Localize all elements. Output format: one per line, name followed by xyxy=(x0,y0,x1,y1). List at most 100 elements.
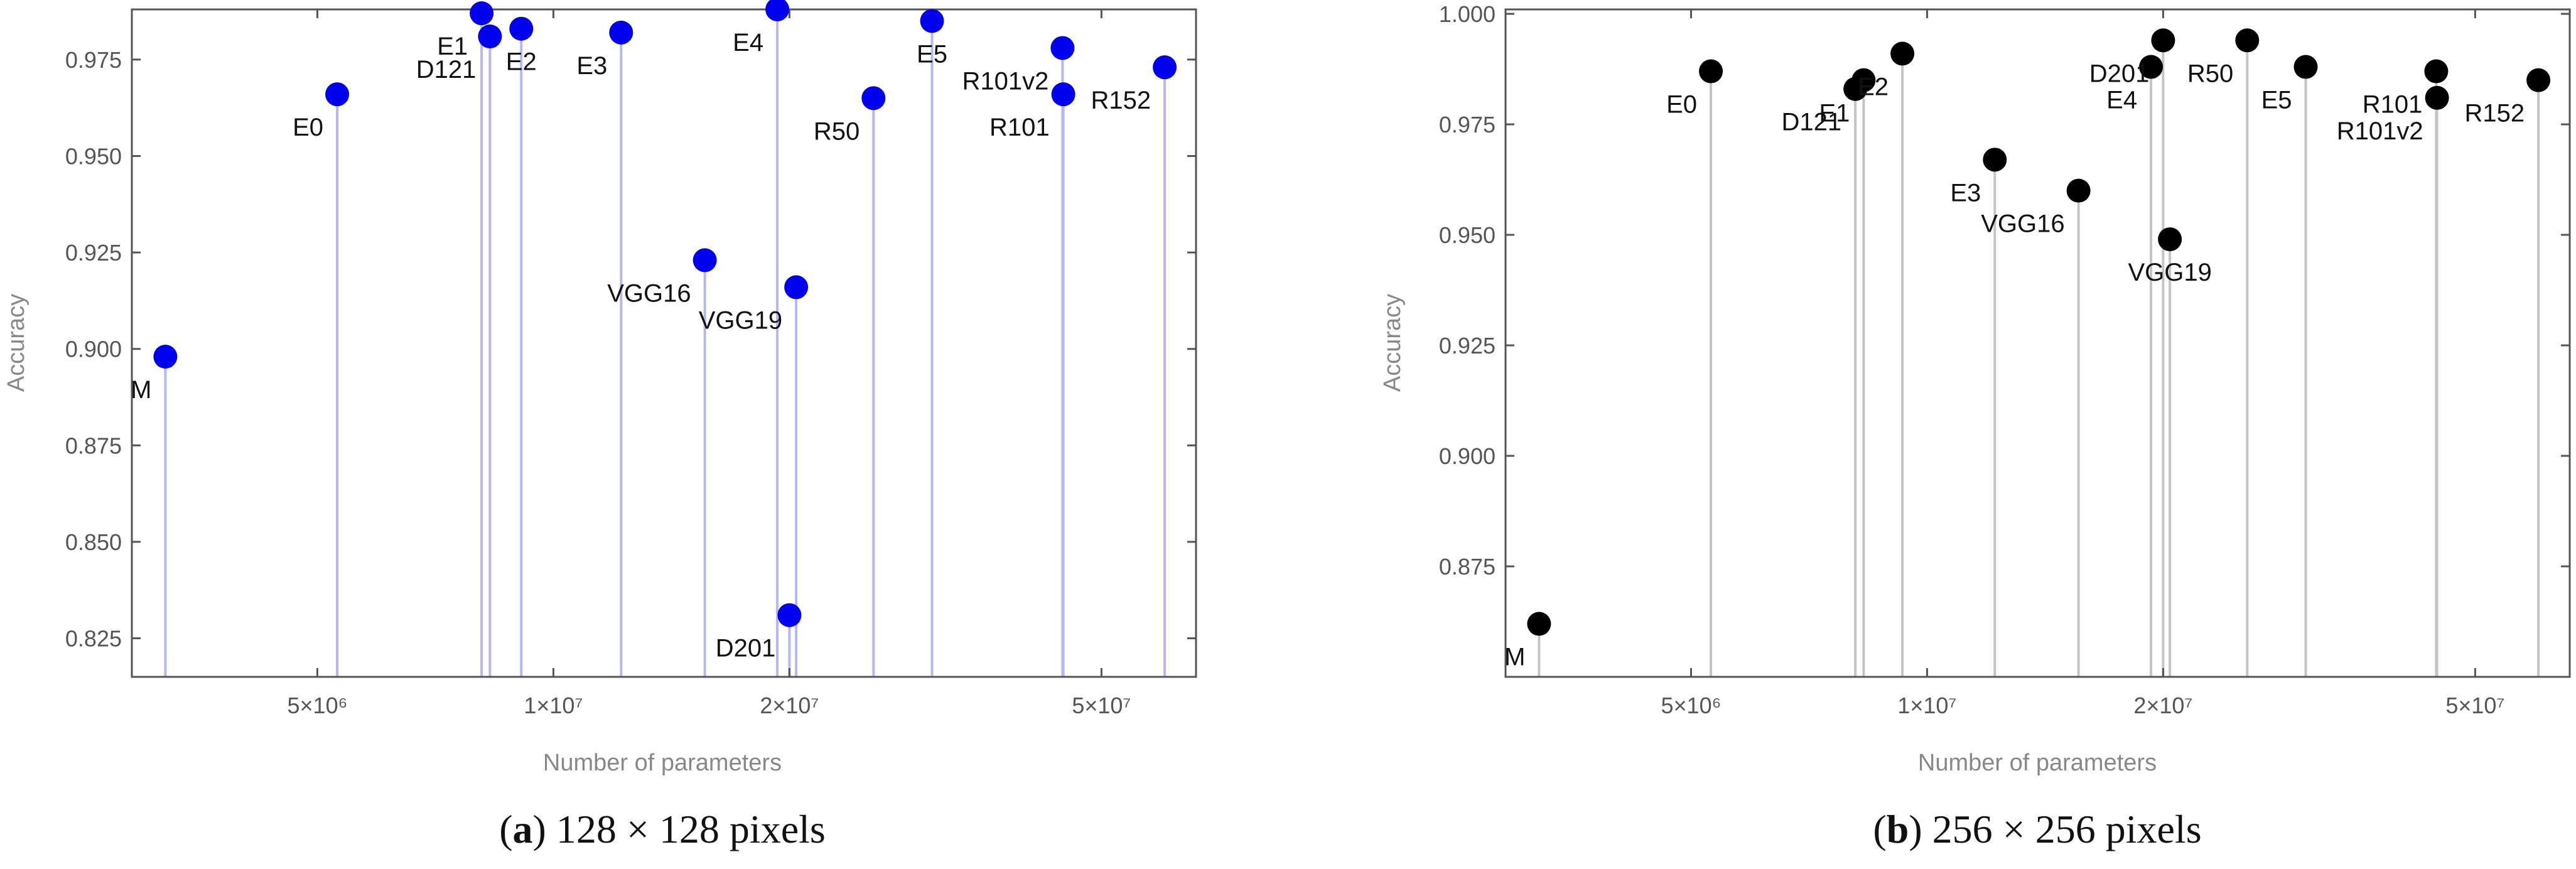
panel-a-caption-label: a xyxy=(513,807,533,851)
panel-a-point-label-e3: E3 xyxy=(576,52,607,80)
panel-a-point-label-d201: D201 xyxy=(716,635,776,662)
panel-a-point-r101 xyxy=(1051,82,1075,107)
panel-a-y-ticks: 0.825 0.850 0.875 0.900 0.925 0.950 0.975 xyxy=(65,47,1196,652)
panel-a-y-tick-label: 0.925 xyxy=(65,240,122,266)
panel-a-point-e5 xyxy=(920,9,944,33)
panel-b-point-label-r101: R101 xyxy=(2363,91,2423,119)
panel-a-point-e2 xyxy=(509,16,534,41)
panel-a-x-tick-label: 5×10⁶ xyxy=(288,693,348,718)
panel-b-y-ticks: 0.875 0.900 0.925 0.950 0.975 1.000 xyxy=(1439,1,2570,580)
panel-a-point-d201 xyxy=(777,603,802,627)
panel-b-point-e4 xyxy=(2139,55,2164,79)
panel-a-point-r152 xyxy=(1153,55,1177,80)
panel-a-point-r101v2 xyxy=(1050,36,1075,60)
panel-b-point-label-d121: D121 xyxy=(1782,109,1842,136)
panel-b-point-label-e0: E0 xyxy=(1666,91,1697,119)
panel-a-point-label-r101v2: R101v2 xyxy=(962,67,1049,95)
panel-b-y-tick-label: 0.900 xyxy=(1439,443,1495,469)
panel-a-plot-frame xyxy=(131,8,1197,678)
panel-a-point-vgg19 xyxy=(784,275,809,300)
panel-b-point-e2 xyxy=(1890,41,1915,66)
panel-a-point-label-r152: R152 xyxy=(1091,87,1151,114)
panel-b-x-tick-label: 5×10⁶ xyxy=(1661,693,1722,718)
panel-b-point-e3 xyxy=(1983,148,2007,172)
panel-b-x-tick-label: 2×10⁷ xyxy=(2133,693,2192,718)
panel-a-x-axis-label: Number of parameters xyxy=(543,750,782,776)
panel-a-point-label-vgg19: VGG19 xyxy=(699,306,782,334)
panel-b: 5×10⁶ 1×10⁷ 2×10⁷ 5×10⁷ 0.875 0.900 0.925 0.95… xyxy=(1379,1,2571,851)
panel-a-point-label-d121: D121 xyxy=(416,56,477,84)
panel-b-x-ticks: 5×10⁶ 1×10⁷ 2×10⁷ 5×10⁷ xyxy=(1661,9,2504,718)
panel-b-point-e5 xyxy=(2293,55,2318,79)
panel-b-caption-label: b xyxy=(1887,807,1909,851)
panel-b-x-tick-label: 5×10⁷ xyxy=(2445,693,2504,718)
panel-a-point-m xyxy=(153,345,178,369)
panel-a-point-r50 xyxy=(861,86,886,111)
panel-a-point-label-r50: R50 xyxy=(814,117,860,145)
panel-b-point-label-r152: R152 xyxy=(2464,100,2525,127)
panel-b-point-label-e4: E4 xyxy=(2106,87,2137,114)
panel-a-point-label-e1: E1 xyxy=(437,33,468,60)
panel-b-point-label-r50: R50 xyxy=(2187,60,2233,87)
panel-b-point-vgg19 xyxy=(2158,227,2182,252)
panel-b-point-r50 xyxy=(2235,28,2260,53)
panel-a: 5×10⁶ 1×10⁷ 2×10⁷ 5×10⁷ 0.825 0.850 0.875 0.90… xyxy=(3,0,1197,851)
panel-b-y-tick-label: 1.000 xyxy=(1439,1,1495,27)
panel-b-point-label-m: M xyxy=(1504,644,1525,671)
panel-b-point-label-vgg16: VGG16 xyxy=(1981,210,2064,238)
panel-b-y-tick-label: 0.975 xyxy=(1439,112,1495,138)
panel-b-caption: (b) 256 × 256 pixels xyxy=(1873,807,2201,851)
panel-a-point-label-e5: E5 xyxy=(917,40,947,68)
panel-b-x-axis-label: Number of parameters xyxy=(1918,750,2157,776)
panel-a-point-label-e4: E4 xyxy=(733,29,763,57)
panel-a-caption-text: 128 × 128 pixels xyxy=(546,807,826,851)
panel-a-point-e0 xyxy=(325,82,350,107)
panel-b-point-label-e1: E1 xyxy=(1819,100,1850,127)
panel-b-point-r152 xyxy=(2526,68,2551,92)
panel-b-y-axis-label: Accuracy xyxy=(1379,294,1406,392)
panel-a-point-label-vgg16: VGG16 xyxy=(607,279,691,307)
panel-a-y-axis-label: Accuracy xyxy=(3,294,30,392)
panel-b-caption-text: 256 × 256 pixels xyxy=(1922,807,2202,851)
panel-a-y-tick-label: 0.900 xyxy=(65,337,122,362)
panel-b-point-label-e3: E3 xyxy=(1950,179,1981,207)
panel-b-point-r101 xyxy=(2424,59,2449,84)
panel-b-point-m xyxy=(1527,612,1551,636)
panel-b-point-r101v2 xyxy=(2425,85,2449,110)
panel-a-x-tick-label: 5×10⁷ xyxy=(1072,693,1131,718)
panel-b-point-d201 xyxy=(2151,28,2175,53)
panel-b-point-e1 xyxy=(1851,68,1876,92)
panel-a-y-tick-label: 0.825 xyxy=(65,626,122,652)
panel-b-point-label-d201: D201 xyxy=(2089,60,2150,87)
panel-b-point-e0 xyxy=(1699,59,1723,84)
panel-a-points xyxy=(153,0,1177,627)
panel-b-point-vgg16 xyxy=(2066,178,2091,203)
panel-b-stems xyxy=(1538,40,2540,677)
panel-a-y-tick-label: 0.850 xyxy=(65,529,122,555)
panel-b-point-label-e5: E5 xyxy=(2261,87,2292,114)
panel-a-point-e3 xyxy=(609,20,633,45)
panel-b-y-tick-label: 0.875 xyxy=(1439,554,1495,580)
panel-b-plot-frame xyxy=(1504,8,2571,678)
panel-a-point-e4 xyxy=(765,0,790,21)
panel-a-y-tick-label: 0.875 xyxy=(65,433,122,458)
panel-b-points xyxy=(1527,28,2551,636)
panel-a-point-d121 xyxy=(478,24,502,49)
panel-a-point-vgg16 xyxy=(693,248,717,273)
panel-b-point-label-r101v2: R101v2 xyxy=(2337,117,2423,145)
panel-b-point-label-vgg19: VGG19 xyxy=(2128,259,2211,286)
panel-a-y-tick-label: 0.950 xyxy=(65,143,122,169)
panel-a-x-ticks: 5×10⁶ 1×10⁷ 2×10⁷ 5×10⁷ xyxy=(288,9,1131,718)
panel-a-point-label-m: M xyxy=(131,376,151,404)
panel-a-stems xyxy=(164,9,1167,677)
panel-a-point-label-e0: E0 xyxy=(293,114,323,141)
panel-b-y-tick-label: 0.925 xyxy=(1439,333,1495,359)
panel-a-point-label-r101: R101 xyxy=(989,114,1050,141)
panel-b-y-tick-label: 0.950 xyxy=(1439,222,1495,248)
panel-b-point-label-e2: E2 xyxy=(1858,73,1889,100)
panel-b-x-tick-label: 1×10⁷ xyxy=(1897,693,1956,718)
panel-a-y-tick-label: 0.975 xyxy=(65,47,122,73)
